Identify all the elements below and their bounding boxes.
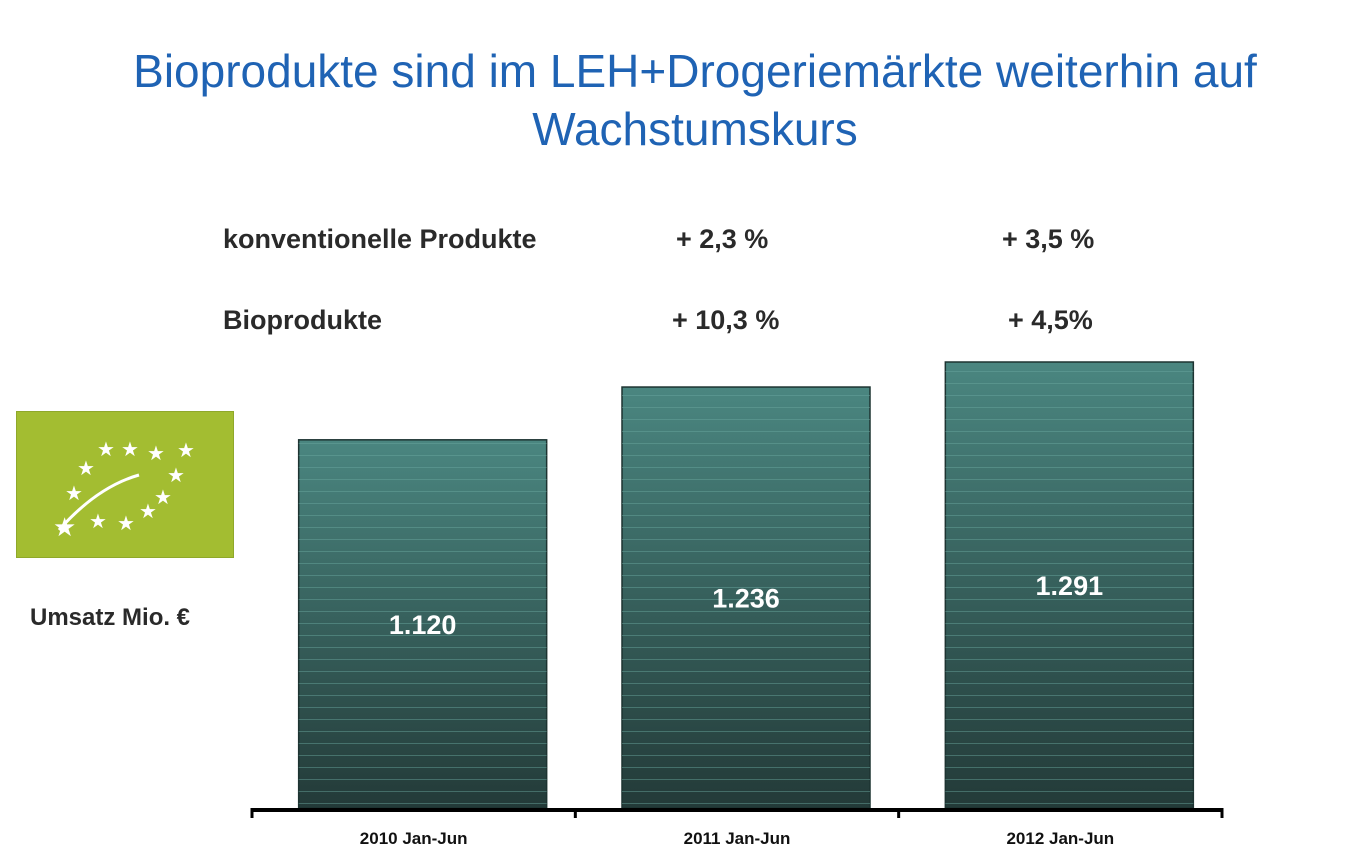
leaf-stars-icon: ★ ★ ★ ★ ★★★ ★★★ ★★: [53, 437, 195, 543]
svg-text:★: ★: [154, 485, 172, 509]
organic-growth-2011: + 10,3 %: [672, 305, 780, 335]
bar-stripes: [945, 362, 1194, 808]
svg-text:★: ★: [139, 499, 157, 523]
conventional-growth-2011: + 2,3 %: [676, 224, 769, 254]
svg-text:★: ★: [89, 509, 107, 533]
svg-text:★: ★: [167, 463, 185, 487]
page-title: Bioprodukte sind im LEH+Drogeriemärkte w…: [0, 42, 1360, 158]
svg-text:★: ★: [77, 456, 95, 480]
title-line-1: Bioprodukte sind im LEH+Drogeriemärkte w…: [133, 45, 1257, 97]
bar-value-label: 1.120: [389, 610, 457, 640]
svg-text:★: ★: [147, 441, 165, 465]
organic-growth-2012: + 4,5%: [1008, 305, 1093, 335]
bar-stripes: [622, 387, 870, 808]
bar-value-label: 1.236: [712, 584, 780, 614]
svg-text:★: ★: [97, 437, 115, 461]
svg-text:★: ★: [121, 437, 139, 461]
bar-value-label: 1.291: [1036, 571, 1104, 601]
svg-text:★: ★: [53, 513, 76, 543]
eu-organic-logo: ★ ★ ★ ★ ★ ★ ★ ★ ★ ★ ★ ★: [16, 411, 234, 558]
svg-text:★: ★: [177, 438, 195, 462]
conventional-label: konventionelle Produkte: [223, 224, 537, 254]
x-tick-label: 2011 Jan-Jun: [684, 829, 791, 848]
x-tick-label: 2010 Jan-Jun: [360, 829, 468, 848]
x-tick-label: 2012 Jan-Jun: [1006, 829, 1114, 848]
conventional-growth-2012: + 3,5 %: [1002, 224, 1095, 254]
y-axis-label: Umsatz Mio. €: [30, 604, 191, 631]
svg-text:★: ★: [65, 481, 83, 505]
organic-label: Bioprodukte: [223, 305, 382, 335]
bar-stripes: [298, 439, 547, 808]
svg-text:★: ★: [117, 511, 135, 535]
title-line-2: Wachstumskurs: [532, 103, 858, 155]
